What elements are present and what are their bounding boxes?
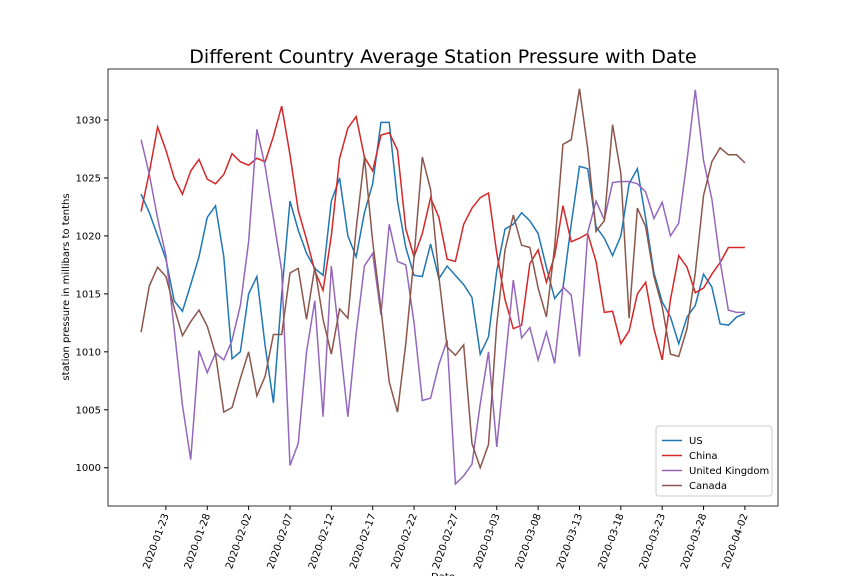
y-tick-label: 1020 (76, 231, 101, 242)
y-tick-label: 1000 (76, 463, 101, 474)
legend-label: US (689, 436, 703, 447)
y-tick-label: 1010 (76, 347, 101, 358)
x-axis-label: Date (431, 572, 455, 576)
x-tick-label: 2020-02-02 (224, 512, 254, 570)
series-line (140, 88, 746, 471)
legend-label: United Kingdom (689, 466, 769, 477)
x-tick-label: 2020-03-23 (638, 512, 668, 570)
series-line (140, 121, 746, 403)
x-tick-label: 2020-02-07 (266, 512, 296, 570)
series-line (140, 105, 745, 361)
x-tick-label: 2020-03-08 (514, 512, 544, 570)
y-tick-label: 1030 (76, 116, 101, 127)
plot-frame (107, 68, 779, 507)
y-tick-label: 1005 (76, 405, 101, 416)
x-tick-label: 2020-01-23 (142, 512, 172, 570)
x-tick-label: 2020-04-02 (721, 512, 751, 570)
x-tick-label: 2020-02-27 (431, 512, 461, 570)
x-tick-label: 2020-02-22 (390, 512, 420, 570)
x-tick-label: 2020-02-17 (348, 512, 378, 570)
y-tick-label: 1025 (76, 173, 101, 184)
y-tick-label: 1015 (76, 289, 101, 300)
x-tick-label: 2020-02-12 (307, 512, 337, 570)
series-line (140, 89, 745, 486)
chart-title: Different Country Average Station Pressu… (189, 46, 696, 68)
x-tick-label: 2020-03-18 (596, 512, 626, 570)
y-axis-label: station pressure in millibars to tenths (61, 193, 72, 380)
legend-box (655, 425, 773, 497)
x-tick-label: 2020-03-28 (679, 512, 709, 570)
x-tick-label: 2020-01-28 (183, 512, 213, 570)
x-tick-label: 2020-03-13 (555, 512, 585, 570)
legend-label: China (689, 451, 718, 462)
legend-label: Canada (689, 481, 727, 492)
x-tick-label: 2020-03-03 (472, 512, 502, 570)
